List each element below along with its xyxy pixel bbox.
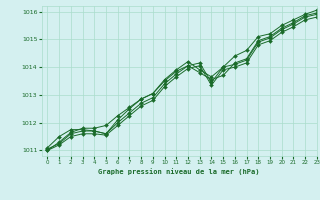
X-axis label: Graphe pression niveau de la mer (hPa): Graphe pression niveau de la mer (hPa) [99,168,260,175]
